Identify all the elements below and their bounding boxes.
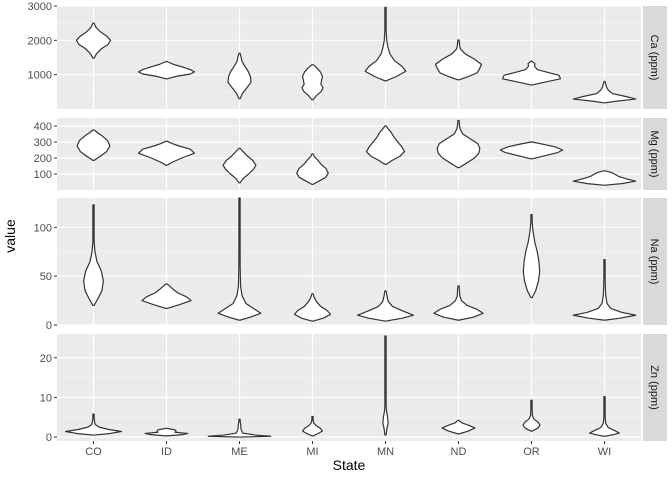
- y-tick-label: 10: [40, 392, 52, 404]
- panel-background: [57, 334, 641, 441]
- y-axis-title: value: [2, 219, 18, 253]
- facet-strip: [643, 6, 667, 109]
- y-tick-label: 100: [34, 222, 52, 234]
- violin-nd: [441, 419, 476, 435]
- violin-or: [501, 60, 562, 86]
- facet-panel: 1000 2000 3000 Ca (ppm): [28, 1, 667, 109]
- facet-strip: [643, 198, 667, 325]
- violin-me: [207, 418, 272, 438]
- y-tick-label: 200: [34, 153, 52, 165]
- violin-mn: [365, 125, 406, 165]
- x-tick-label: OR: [523, 446, 540, 458]
- facet-strip-label: Zn (ppm): [648, 365, 660, 410]
- violin-id: [141, 283, 192, 309]
- violin-nd: [434, 39, 483, 81]
- violin-wi: [572, 80, 637, 104]
- y-tick-label: 100: [34, 169, 52, 181]
- x-axis-title: State: [333, 457, 366, 473]
- y-tick-label: 1000: [28, 70, 52, 82]
- y-tick-label: 50: [40, 271, 52, 283]
- violin-mi: [301, 64, 324, 101]
- violin-wi: [572, 170, 637, 186]
- violin-id: [137, 61, 196, 80]
- x-axis-ticks: CO ID ME MI MN ND OR WI: [85, 441, 611, 458]
- violin-mn: [356, 290, 415, 322]
- violin-mn: [364, 6, 407, 82]
- y-tick-label: 0: [46, 320, 52, 332]
- x-tick-label: MN: [377, 446, 394, 458]
- y-tick-label: 20: [40, 353, 52, 365]
- violin-or: [522, 214, 541, 299]
- facet-strip-label: Na (ppm): [648, 239, 660, 285]
- x-tick-label: WI: [598, 446, 611, 458]
- facet-panel: 0 10 20 Zn (ppm): [40, 334, 667, 444]
- y-tick-label: 2000: [28, 35, 52, 47]
- facet-strip: [643, 334, 667, 441]
- facet-strip-label: Mg (ppm): [648, 130, 660, 177]
- violin-co: [83, 204, 104, 307]
- violin-mi: [302, 415, 323, 437]
- y-tick-label: 400: [34, 121, 52, 133]
- violin-nd: [436, 119, 481, 169]
- x-tick-label: CO: [85, 446, 102, 458]
- violin-me: [227, 52, 252, 100]
- violin-co: [75, 22, 112, 59]
- facet-strip: [643, 118, 667, 190]
- x-tick-label: ME: [231, 446, 248, 458]
- y-tick-label: 300: [34, 137, 52, 149]
- violin-wi: [572, 258, 637, 321]
- violin-mi: [296, 153, 329, 185]
- violin-me: [222, 147, 257, 184]
- violin-nd: [433, 285, 484, 321]
- violin-me: [217, 197, 262, 321]
- violin-co: [76, 129, 111, 161]
- violin-co: [64, 413, 123, 436]
- facet-panel: 100 200 300 400 Mg (ppm): [34, 117, 667, 190]
- violin-or: [522, 399, 541, 432]
- x-tick-label: ND: [451, 446, 467, 458]
- violin-wi: [589, 396, 620, 437]
- facet-strip-label: Ca (ppm): [648, 35, 660, 81]
- panel-background: [57, 198, 641, 325]
- y-tick-label: 3000: [28, 1, 52, 13]
- facet-panel: 0 50 100 Na (ppm): [34, 197, 667, 332]
- violin-id: [144, 427, 189, 437]
- violin-mn: [382, 335, 389, 436]
- violin-id: [137, 140, 196, 166]
- x-tick-label: ID: [161, 446, 172, 458]
- y-tick-label: 0: [46, 432, 52, 444]
- x-tick-label: MI: [306, 446, 318, 458]
- violin-or: [499, 141, 564, 160]
- violin-mi: [293, 293, 332, 322]
